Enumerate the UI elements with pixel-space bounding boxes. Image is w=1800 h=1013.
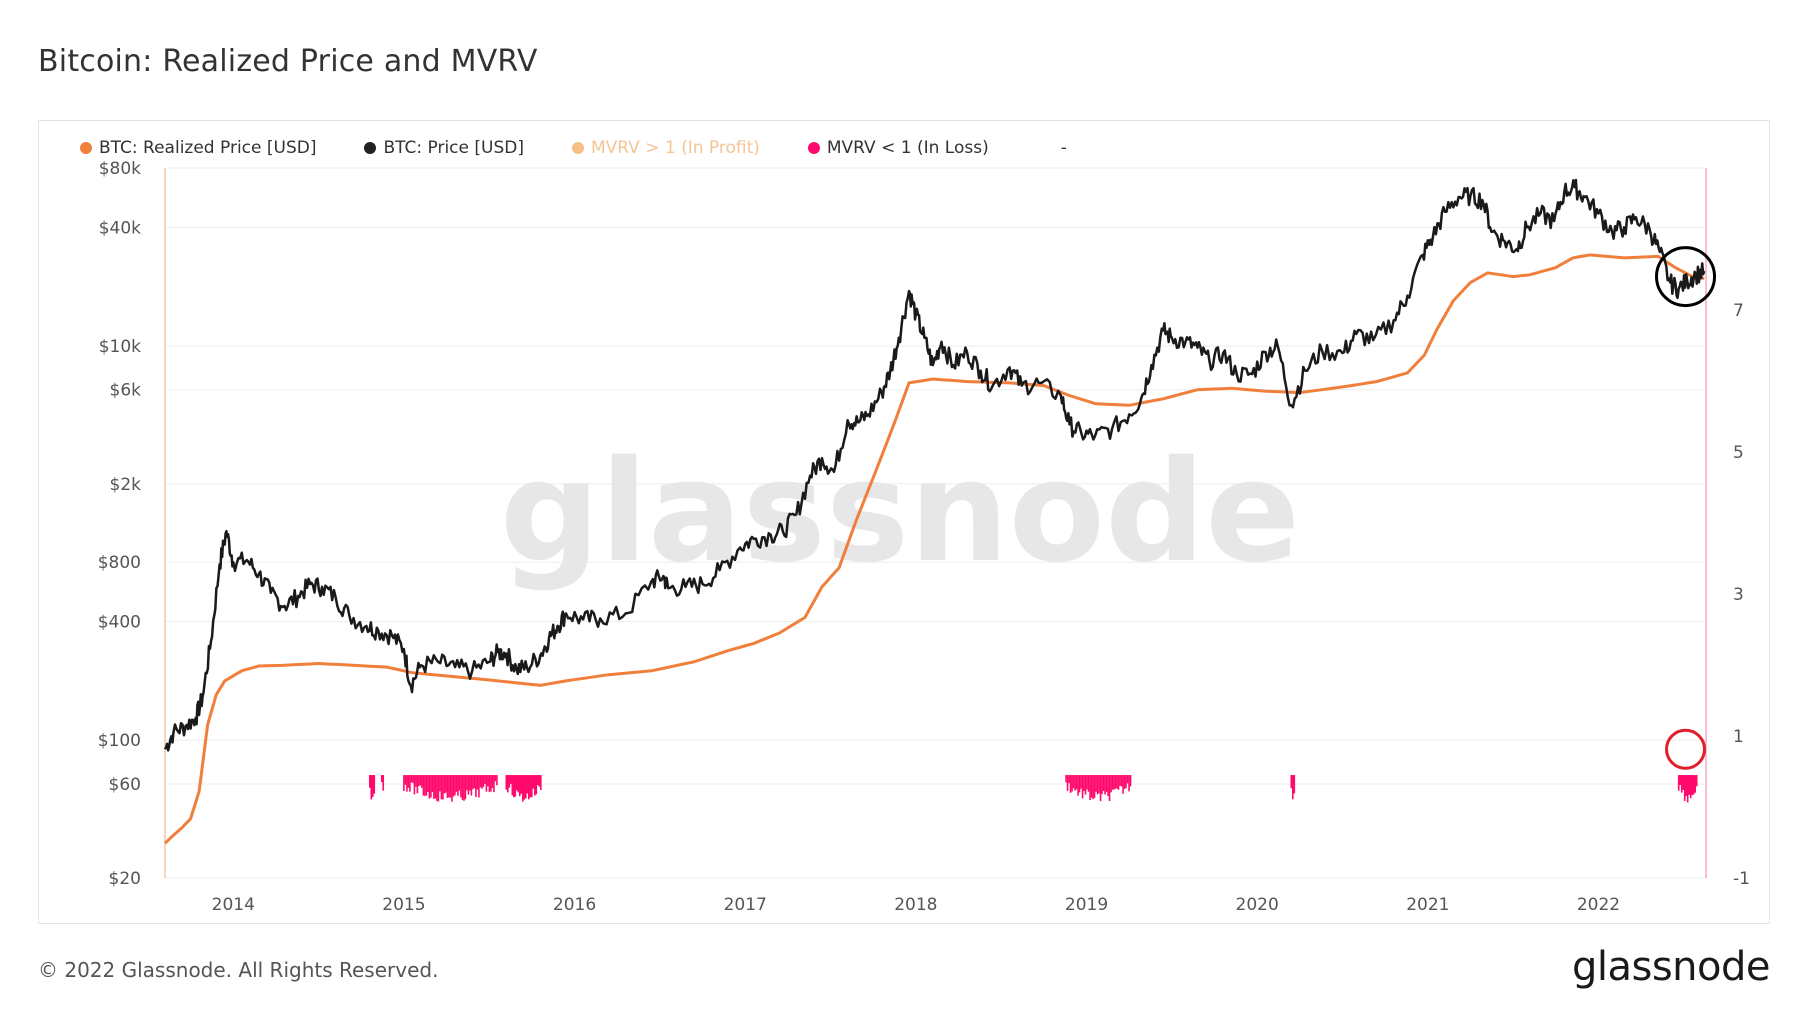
right-tick-label: 7 [1733,301,1744,321]
legend-label: MVRV > 1 (In Profit) [590,138,760,158]
x-tick-label: 2019 [1065,895,1108,915]
legend-item-realized-price[interactable]: BTC: Realized Price [USD] [80,138,316,158]
x-tick-label: 2021 [1406,895,1449,915]
x-tick-label: 2016 [553,895,596,915]
legend-item-btc-price[interactable]: BTC: Price [USD] [364,138,524,158]
left-tick-label: $80k [99,159,141,179]
right-tick-label: 1 [1733,727,1744,747]
legend-dot-realized-icon [80,142,92,154]
legend-label: BTC: Realized Price [USD] [99,138,317,158]
legend-label: BTC: Price [USD] [383,138,524,158]
mvrv-loss-series [368,775,1698,803]
left-tick-label: $6k [110,381,142,401]
right-tick-label: -1 [1733,869,1750,889]
legend-dot-loss-icon [807,142,820,154]
footer-logo[interactable]: glassnode [1571,944,1771,990]
annotation-circle-red [1665,728,1707,770]
left-tick-label: $40k [99,218,141,238]
legend-extra: - [1060,138,1067,158]
left-tick-label: $20 [109,869,141,889]
legend-item-mvrv-loss[interactable]: MVRV < 1 (In Loss) [807,138,989,158]
x-tick-label: 2017 [724,895,767,915]
left-tick-label: $100 [98,731,141,751]
left-tick-label: $400 [98,613,141,633]
x-tick-label: 2015 [382,895,425,915]
legend-item-mvrv-profit[interactable]: MVRV > 1 (In Profit) [571,138,760,158]
left-tick-label: $60 [109,775,141,795]
legend-label: MVRV < 1 (In Loss) [826,138,989,158]
left-axis-ticks: $80k $40k $10k $6k $2k $800 $400 $100 $60 $20 [98,159,141,889]
left-tick-label: $2k [110,475,142,495]
page-title: Bitcoin: Realized Price and MVRV [38,44,538,79]
x-axis-ticks: 2014 2015 2016 2017 2018 2019 2020 2021 2022 [212,895,1620,915]
x-tick-label: 2018 [894,895,937,915]
footer-copyright: © 2022 Glassnode. All Rights Reserved. [38,958,439,982]
x-tick-label: 2022 [1577,895,1620,915]
right-tick-label: 5 [1733,443,1744,463]
x-tick-label: 2014 [212,895,255,915]
annotation-circle-black [1655,246,1717,308]
x-tick-label: 2020 [1236,895,1279,915]
left-tick-label: $800 [98,553,141,573]
annotation-layer [1655,246,1717,770]
chart-frame [38,120,1770,924]
right-tick-label: 3 [1733,585,1744,605]
right-axis-ticks: 7 5 3 1 -1 [1733,301,1750,889]
legend-dot-profit-icon [571,142,584,154]
btc-price-line [163,178,1706,752]
chart-legend: BTC: Realized Price [USD] BTC: Price [US… [80,138,1067,158]
realized-price-line [163,253,1705,845]
watermark-text: glassnode [500,431,1300,594]
left-tick-label: $10k [99,337,141,357]
legend-dot-price-icon [364,142,377,154]
